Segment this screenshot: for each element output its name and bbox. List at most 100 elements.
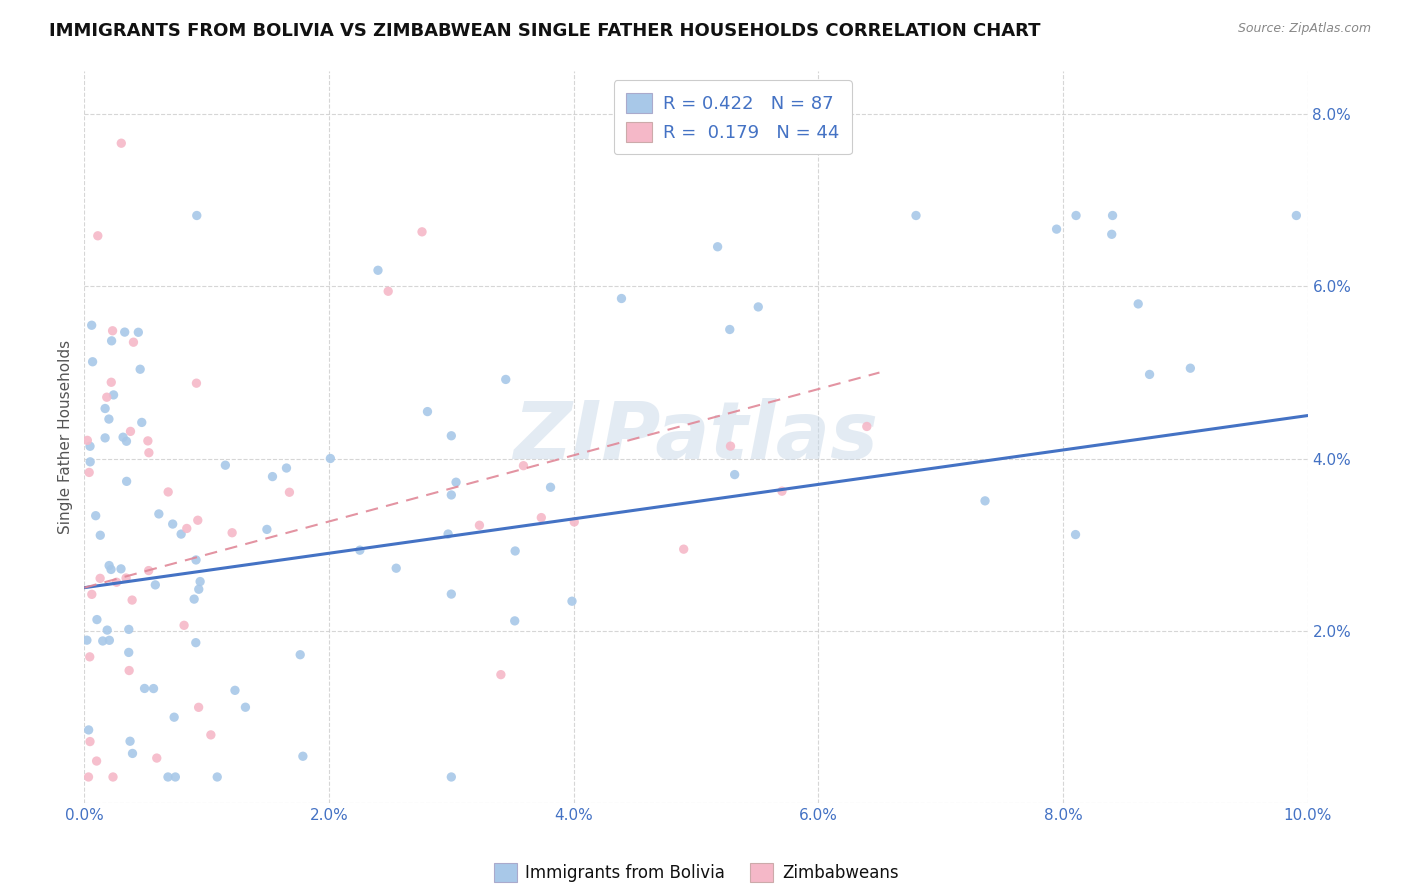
Point [200, 728, 222, 742]
Point [377, 285, 399, 299]
Point [115, 434, 138, 449]
Point [224, 683, 246, 698]
Point [79, 455, 101, 469]
Point [77, 466, 100, 480]
Point [148, 507, 170, 521]
Point [562, 515, 585, 529]
Text: IMMIGRANTS FROM BOLIVIA VS ZIMBABWEAN SINGLE FATHER HOUSEHOLDS CORRELATION CHART: IMMIGRANTS FROM BOLIVIA VS ZIMBABWEAN SI… [49, 22, 1040, 40]
Point [101, 324, 124, 338]
Point [138, 564, 160, 578]
Point [278, 485, 301, 500]
Point [98, 558, 121, 573]
Point [91, 634, 114, 648]
Point [187, 582, 209, 597]
Point [416, 404, 439, 418]
Point [101, 770, 124, 784]
Point [561, 594, 583, 608]
Point [440, 770, 463, 784]
Point [96, 390, 118, 404]
Point [118, 623, 141, 637]
Point [530, 510, 553, 524]
Point [100, 334, 122, 348]
Y-axis label: Single Father Households: Single Father Households [58, 340, 73, 534]
Text: ZIPatlas: ZIPatlas [513, 398, 879, 476]
Point [103, 388, 125, 402]
Point [79, 439, 101, 453]
Point [127, 326, 149, 340]
Point [187, 513, 209, 527]
Point [187, 700, 209, 714]
Point [156, 770, 179, 784]
Point [444, 475, 467, 490]
Point [162, 517, 184, 532]
Point [188, 574, 211, 589]
Point [157, 485, 180, 500]
Point [905, 209, 928, 223]
Point [138, 446, 160, 460]
Point [235, 700, 257, 714]
Point [367, 263, 389, 277]
Point [974, 493, 997, 508]
Point [207, 770, 229, 784]
Point [1180, 361, 1202, 376]
Point [349, 543, 371, 558]
Point [121, 593, 143, 607]
Point [86, 754, 108, 768]
Point [115, 571, 138, 585]
Point [112, 430, 135, 444]
Point [489, 667, 512, 681]
Point [411, 225, 433, 239]
Point [468, 518, 491, 533]
Point [143, 578, 166, 592]
Point [129, 362, 152, 376]
Legend: Immigrants from Bolivia, Zimbabweans: Immigrants from Bolivia, Zimbabweans [485, 855, 907, 890]
Point [184, 635, 207, 649]
Point [1064, 209, 1087, 223]
Point [385, 561, 408, 575]
Point [115, 475, 138, 489]
Point [503, 614, 526, 628]
Point [118, 734, 141, 748]
Point [170, 527, 193, 541]
Point [186, 376, 208, 391]
Point [80, 587, 103, 601]
Point [76, 633, 98, 648]
Point [440, 429, 463, 443]
Point [87, 228, 110, 243]
Point [856, 419, 879, 434]
Point [120, 425, 142, 439]
Point [291, 749, 314, 764]
Point [437, 527, 460, 541]
Point [100, 376, 122, 390]
Point [136, 434, 159, 448]
Point [145, 751, 167, 765]
Point [1128, 297, 1150, 311]
Point [724, 467, 747, 482]
Point [1101, 227, 1123, 242]
Point [610, 292, 633, 306]
Point [97, 412, 120, 426]
Point [672, 542, 695, 557]
Point [94, 431, 117, 445]
Text: Source: ZipAtlas.com: Source: ZipAtlas.com [1237, 22, 1371, 36]
Point [186, 209, 208, 223]
Point [77, 770, 100, 784]
Point [256, 523, 278, 537]
Point [440, 587, 463, 601]
Point [118, 664, 141, 678]
Point [100, 562, 122, 576]
Point [1045, 222, 1067, 236]
Point [747, 300, 769, 314]
Point [184, 553, 207, 567]
Point [512, 458, 534, 473]
Point [503, 544, 526, 558]
Point [214, 458, 236, 473]
Point [131, 416, 153, 430]
Point [163, 710, 186, 724]
Point [1064, 527, 1087, 541]
Point [718, 322, 741, 336]
Point [110, 562, 132, 576]
Point [89, 528, 111, 542]
Point [706, 240, 728, 254]
Point [105, 575, 128, 590]
